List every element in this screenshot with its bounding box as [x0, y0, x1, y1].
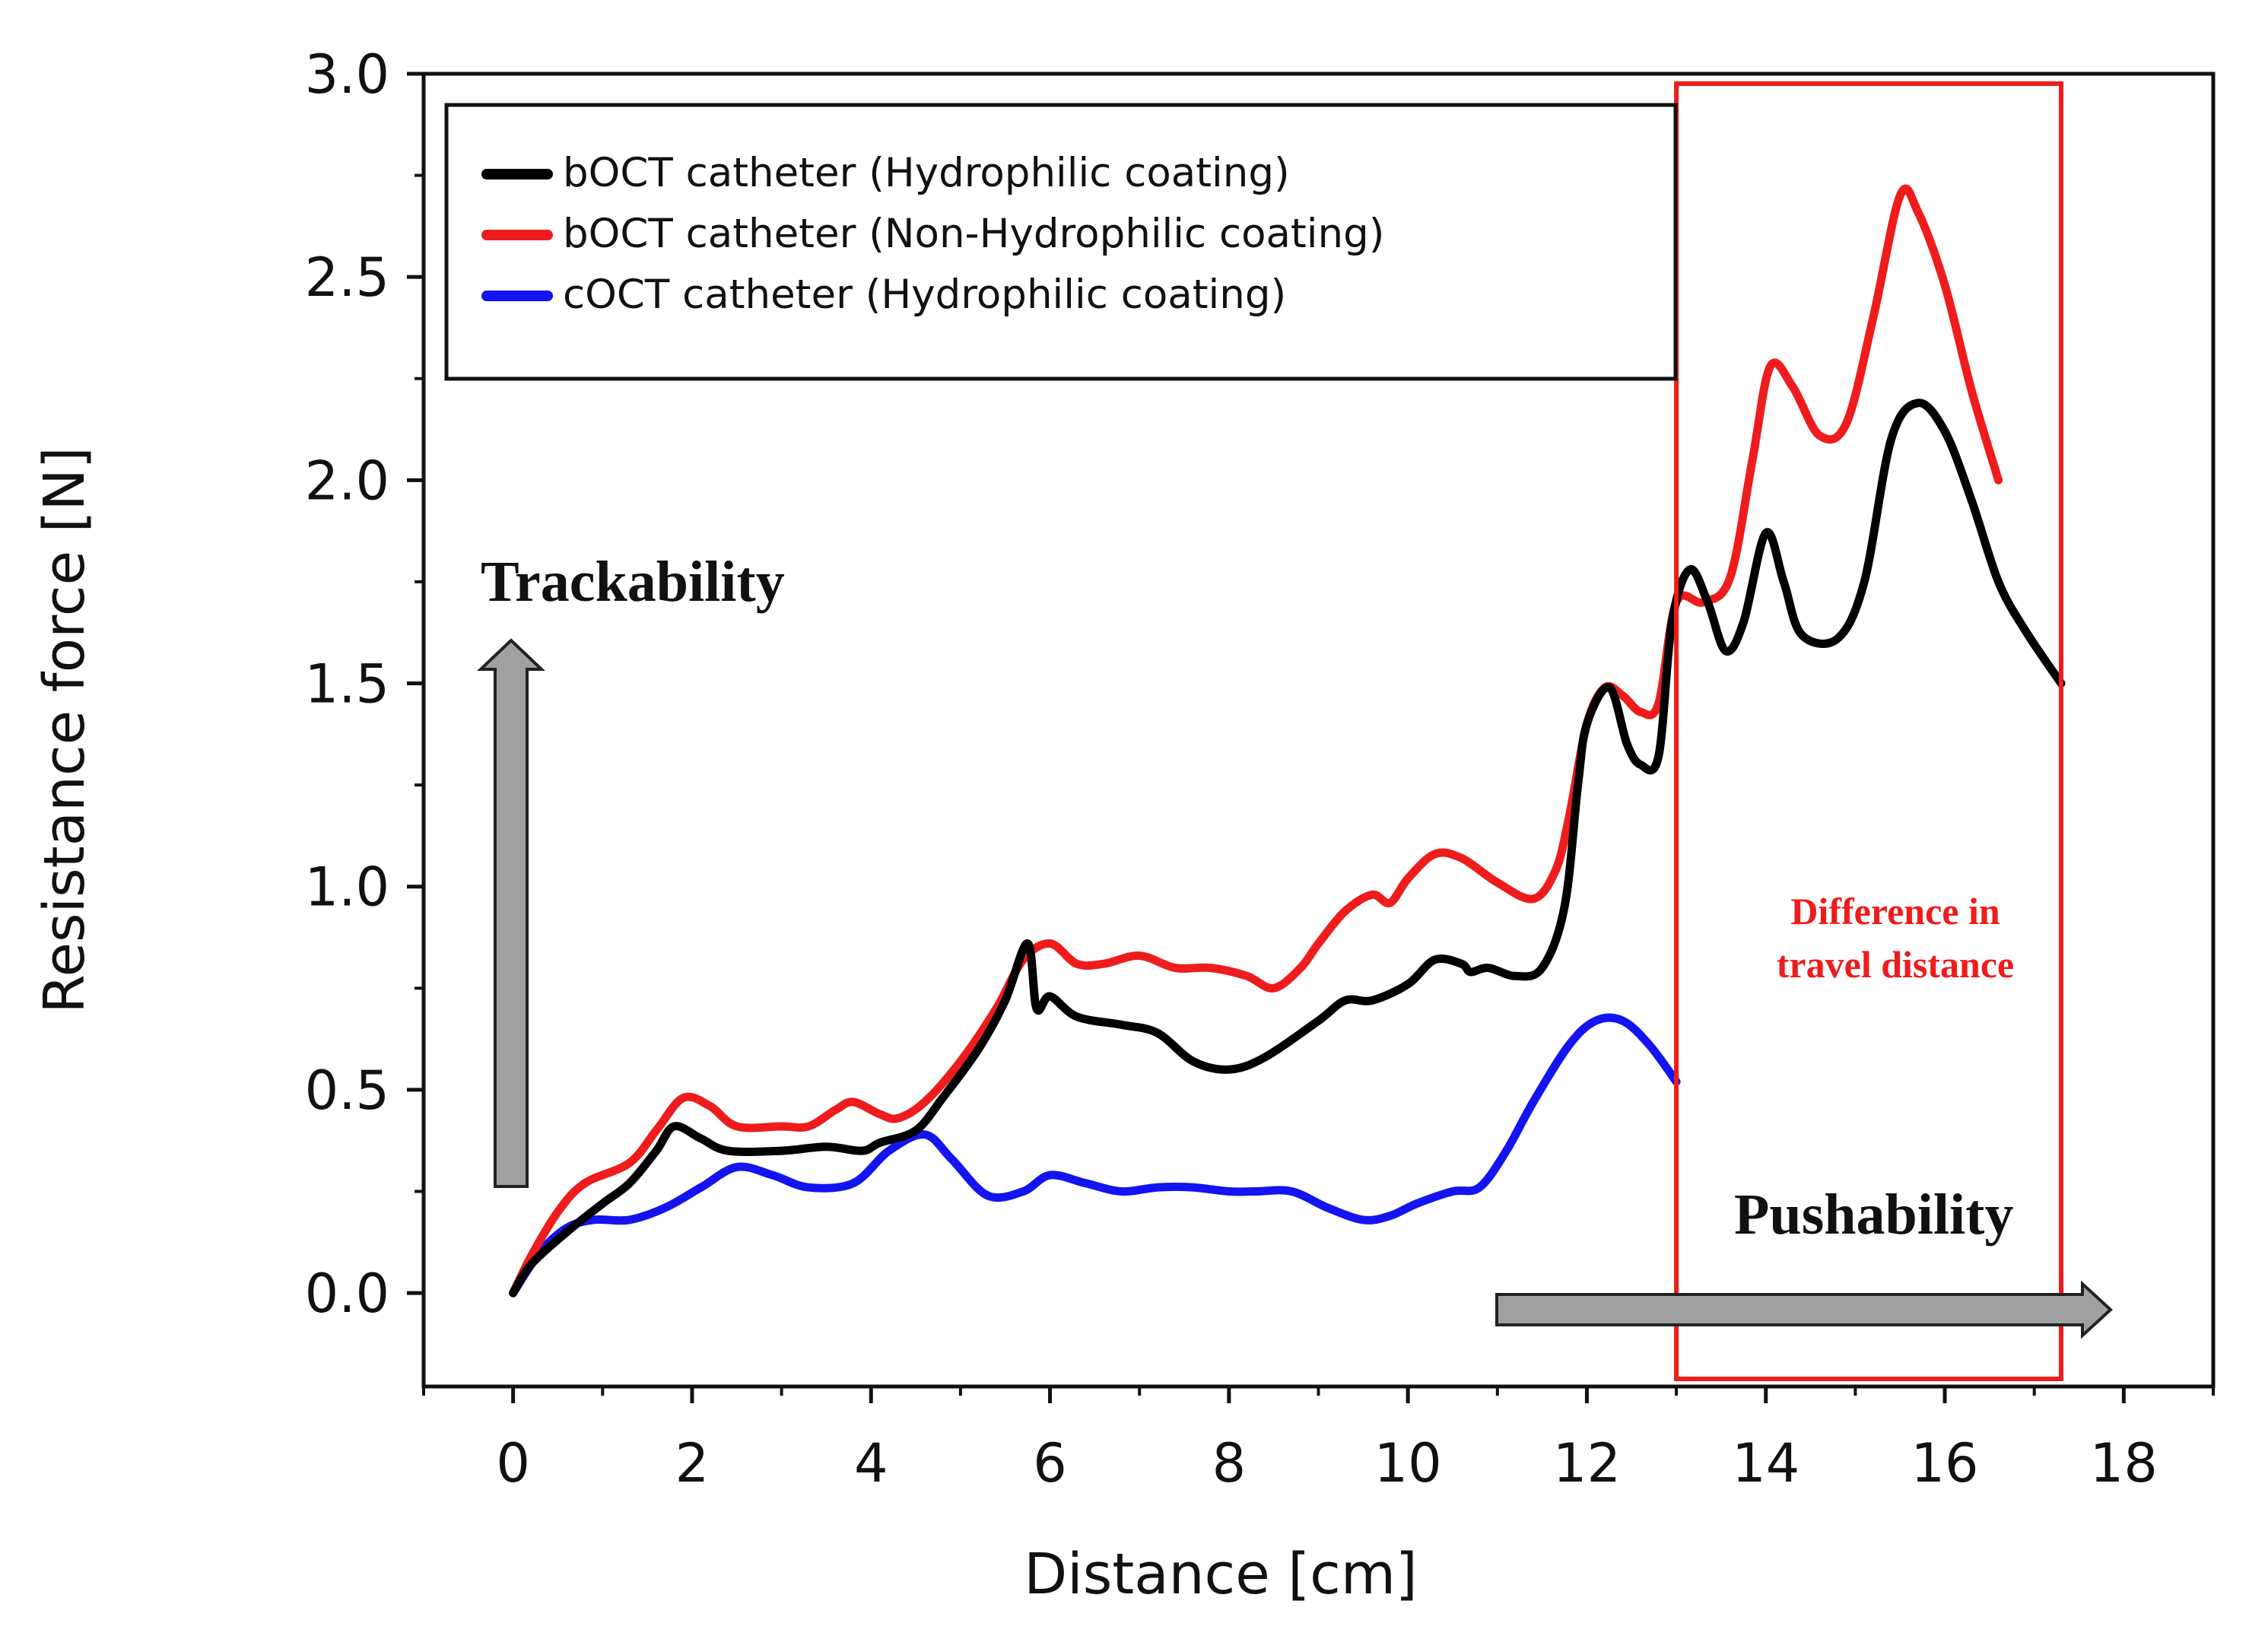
- x-tick-label: 2: [675, 1432, 710, 1494]
- x-tick-label: 6: [1033, 1432, 1067, 1494]
- legend-item-boct-non-hydrophilic-label: bOCT catheter (Non-Hydrophilic coating): [563, 211, 1384, 257]
- travel-distance-annotation-line1: Difference in: [1790, 890, 2000, 932]
- y-axis: 0.0 0.5 1.0 1.5 2.0 2.5 3.0: [305, 43, 424, 1325]
- x-tick-label: 10: [1374, 1432, 1442, 1494]
- travel-distance-annotation-line2: travel distance: [1777, 943, 2014, 986]
- pushability-label: Pushability: [1734, 1183, 2013, 1247]
- series-line-coct-hydrophilic: [509, 1013, 1681, 1298]
- x-axis-title: Distance [cm]: [1024, 1542, 1418, 1607]
- x-tick-label: 4: [854, 1432, 888, 1494]
- y-tick-label: 0.0: [305, 1263, 389, 1325]
- x-tick-label: 8: [1212, 1432, 1247, 1494]
- travel-distance-highlight-box: [1674, 81, 2063, 1381]
- trackability-label: Trackability: [481, 550, 785, 614]
- x-tick-label: 0: [496, 1432, 530, 1494]
- x-axis: 0 2 4 6 8 10 12 14 16 18: [422, 1386, 2215, 1494]
- x-tick-label: 14: [1732, 1432, 1799, 1494]
- y-tick-label: 3.0: [305, 43, 389, 106]
- series-line-boct-non-hydrophilic: [509, 184, 2003, 1298]
- y-tick-label: 2.5: [305, 246, 389, 309]
- series-layer: [509, 184, 2066, 1298]
- pushability-arrow-icon: [1495, 1280, 2113, 1339]
- x-tick-label: 18: [2090, 1432, 2158, 1494]
- legend-box: [444, 103, 1678, 381]
- y-tick-label: 1.0: [305, 856, 389, 919]
- legend-item-coct-hydrophilic-label: cOCT catheter (Hydrophilic coating): [563, 272, 1286, 318]
- x-tick-label: 12: [1553, 1432, 1621, 1494]
- y-tick-label: 1.5: [305, 653, 389, 716]
- y-tick-label: 0.5: [305, 1059, 389, 1122]
- legend-item-boct-hydrophilic-label: bOCT catheter (Hydrophilic coating): [563, 150, 1290, 196]
- series-line-boct-hydrophilic: [509, 399, 2066, 1298]
- legend: bOCT catheter (Hydrophilic coating) bOCT …: [444, 103, 1678, 381]
- x-tick-label: 16: [1911, 1432, 1979, 1494]
- y-tick-label: 2.0: [305, 449, 389, 512]
- y-axis-title: Resistance force [N]: [32, 446, 97, 1013]
- trackability-arrow-icon: [476, 638, 546, 1188]
